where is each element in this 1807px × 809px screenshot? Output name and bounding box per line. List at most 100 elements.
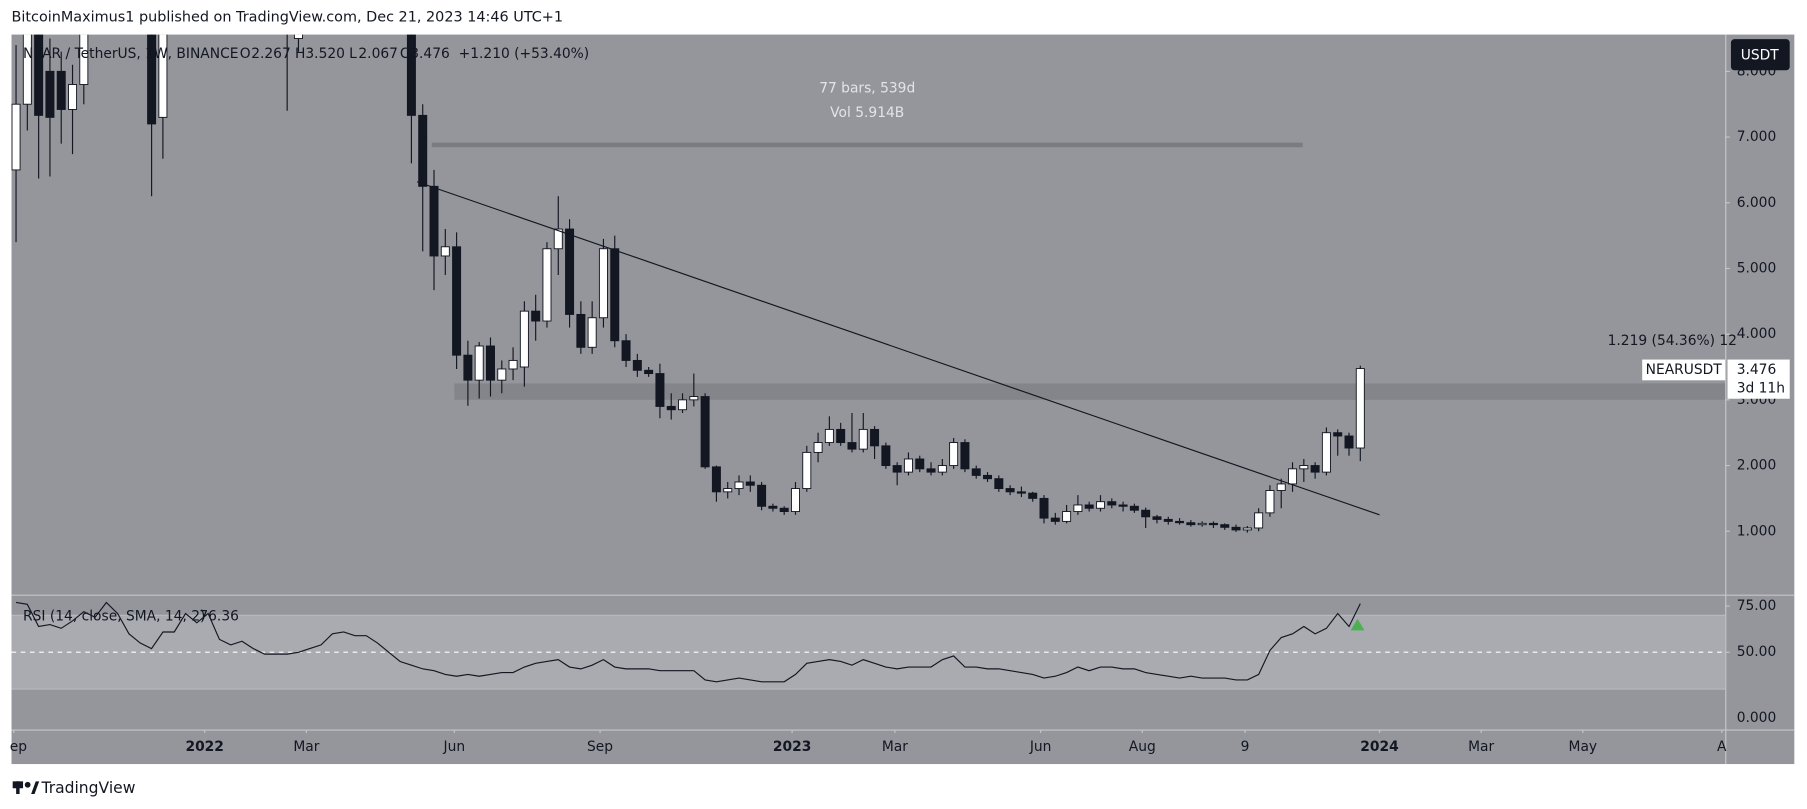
rsi-value: 76.36 — [199, 609, 239, 625]
candle-body — [1005, 488, 1015, 493]
candle-body — [1299, 465, 1309, 470]
logo-part — [16, 781, 20, 795]
candle-body — [644, 369, 654, 375]
price-tag-box — [1727, 359, 1790, 399]
symbol-tag-box — [1642, 359, 1726, 381]
candle-body — [790, 488, 800, 513]
candle-body — [1175, 520, 1185, 524]
rsi-band — [11, 615, 1726, 690]
candle-body — [632, 359, 642, 371]
x-tick-label: Mar — [1468, 739, 1494, 755]
candle-body — [531, 310, 541, 322]
countdown: 3d 11h — [1737, 380, 1785, 396]
candle-body — [1062, 511, 1072, 522]
lower-pane-label: 0.000 — [1737, 710, 1777, 726]
candle-body — [1242, 527, 1252, 531]
rsi-tick-label: 50.00 — [1737, 644, 1777, 660]
brand: TradingView — [12, 779, 136, 797]
currency-label[interactable]: USDT — [1741, 47, 1780, 63]
candle-body — [768, 505, 778, 509]
candle-body — [1288, 468, 1298, 485]
candle-body — [983, 474, 993, 480]
open-letter: O — [240, 46, 251, 62]
candle-body — [1107, 501, 1117, 506]
candle-body — [474, 345, 484, 381]
x-tick-label: 2023 — [773, 739, 811, 755]
candle-body — [1186, 522, 1196, 526]
candle-body — [858, 428, 868, 450]
candle-body — [418, 114, 428, 187]
x-tick-label: Jun — [1029, 739, 1052, 755]
candle-body — [542, 248, 552, 322]
legend: NEAR / TetherUS, 1W, BINANCE O 2.267 H 3… — [23, 46, 589, 624]
signal-triangle — [1350, 618, 1365, 631]
candle-body — [1310, 465, 1320, 473]
candle-body — [960, 442, 970, 470]
candle-body — [34, 34, 44, 116]
rsi-line — [15, 601, 1361, 683]
candle-body — [1220, 524, 1230, 528]
y-tick-label: 6.000 — [1737, 195, 1777, 211]
candle-body — [926, 468, 936, 473]
currency-button[interactable] — [1730, 39, 1790, 71]
main-pane — [11, 34, 1726, 533]
candle-body — [79, 34, 89, 85]
high-value: 3.520 — [305, 46, 345, 62]
y-tick-label: 7.000 — [1737, 129, 1777, 145]
candle-body — [565, 228, 575, 315]
y-tick-label: 2.000 — [1737, 458, 1777, 474]
candle-body — [508, 359, 518, 370]
candle-body — [779, 507, 789, 513]
x-tick-label: Sep — [587, 739, 613, 755]
candle-body — [971, 468, 981, 476]
candle-body — [56, 70, 66, 110]
candle-body — [1141, 509, 1151, 518]
y-tick-label: 1.000 — [1737, 523, 1777, 539]
candle-body — [1276, 483, 1286, 491]
candle-body — [406, 34, 416, 116]
candle-body — [1016, 491, 1026, 494]
candle-body — [1333, 432, 1343, 437]
close-letter: C — [400, 46, 410, 62]
trendline — [416, 181, 1380, 516]
low-letter: L — [349, 46, 357, 62]
candle-body — [678, 399, 688, 411]
candle-body — [22, 34, 32, 105]
candle-body — [1355, 368, 1365, 449]
candle-body — [723, 488, 733, 493]
candle-body — [847, 442, 857, 450]
candle-body — [1095, 501, 1105, 509]
candle-body — [1039, 497, 1049, 519]
brand-name: TradingView — [40, 779, 135, 797]
price-tag: 3.476 — [1737, 362, 1777, 378]
candle-body — [519, 310, 529, 368]
x-tick-label: Mar — [293, 739, 319, 755]
candle-body — [734, 481, 744, 490]
high-letter: H — [295, 46, 305, 62]
candle-body — [700, 396, 710, 468]
logo-part — [31, 781, 40, 795]
candle-body — [813, 442, 823, 453]
range-volume-label: Vol 5.914B — [830, 105, 904, 121]
low-value: 2.067 — [358, 46, 398, 62]
candle-body — [576, 313, 586, 348]
x-tick-label: May — [1569, 739, 1598, 755]
candle-body — [870, 428, 880, 447]
candle-body — [610, 248, 620, 342]
logo-part — [24, 781, 31, 788]
range-bar — [431, 142, 1303, 148]
x-tick-label: Jun — [443, 739, 466, 755]
candle-body — [937, 465, 947, 473]
candle-body — [68, 84, 78, 110]
candle-body — [1152, 516, 1162, 520]
candle-body — [621, 340, 631, 361]
candle-body — [452, 246, 462, 356]
x-tick-label: A — [1717, 739, 1727, 755]
candle-body — [293, 34, 303, 39]
candle-body — [711, 466, 721, 493]
candle-body — [1208, 522, 1218, 526]
candle-body — [881, 445, 891, 467]
candle-body — [1197, 522, 1207, 526]
candle-body — [892, 465, 902, 473]
candle-body — [655, 373, 665, 407]
